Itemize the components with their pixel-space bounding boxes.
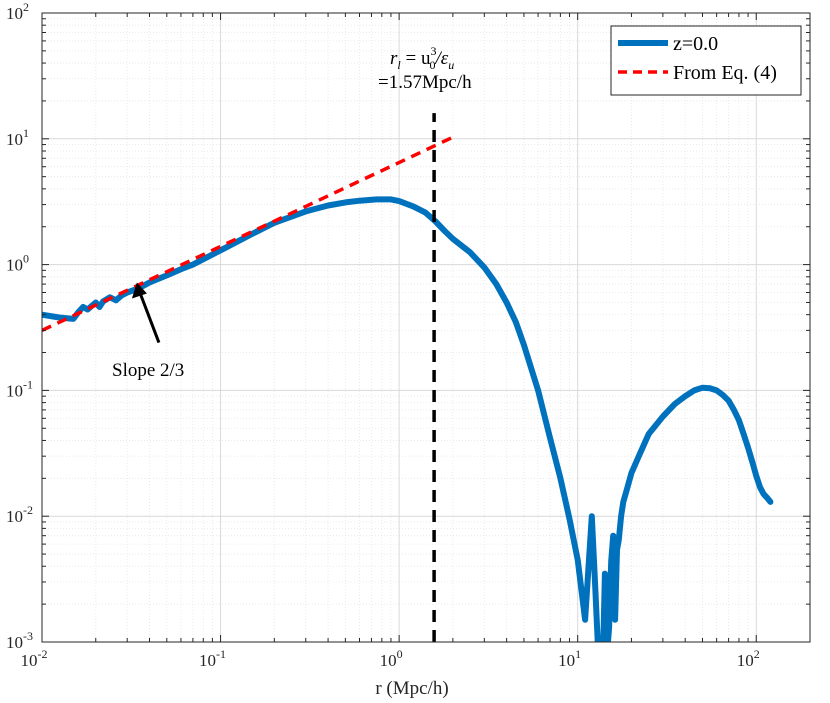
series-z0-line	[42, 196, 774, 642]
vline-label-eq: = u	[401, 48, 431, 69]
slope-arrow-head	[131, 282, 147, 299]
vline-label-u-sub: 0	[429, 58, 435, 72]
annotation-layer	[131, 113, 436, 642]
tick-marks	[41, 12, 811, 643]
vline-label-r: r	[390, 48, 398, 69]
plot-area	[41, 12, 811, 643]
slope-annotation: Slope 2/3	[112, 360, 184, 381]
legend-label-z0: z=0.0	[673, 33, 718, 55]
slope-label: Slope 2/3	[112, 360, 184, 381]
vline-label-eps: /ε	[434, 48, 448, 69]
x-tick-label: 102	[737, 647, 760, 670]
series-eq4-line	[42, 135, 454, 332]
x-tick-label: 100	[380, 647, 403, 670]
x-axis-label: r (Mpc/h)	[375, 678, 448, 699]
y-tick-label: 10-2	[6, 503, 33, 526]
y-tick-label: 10-1	[6, 377, 33, 400]
series-layer	[42, 135, 774, 642]
x-tick-label: 10-2	[21, 647, 48, 670]
vline-label-r-sub: l	[397, 58, 401, 72]
plot-frame	[41, 12, 811, 643]
x-tick-label: 10-1	[199, 647, 226, 670]
svg-text:rl = u30/εu: rl = u3 0/εu	[390, 44, 454, 72]
x-tick-labels: 10-2 10-1 100 101 102	[21, 647, 760, 670]
legend: z=0.0 From Eq. (4)	[610, 25, 802, 96]
vline-label-u-sup: 3	[430, 44, 436, 58]
y-tick-label: 10-3	[6, 629, 33, 652]
slope-arrow-shaft	[138, 292, 161, 344]
vline-label-value: =1.57Mpc/h	[378, 72, 472, 93]
y-tick-label: 101	[6, 126, 29, 149]
vline-label-eps-sub: u	[448, 58, 454, 72]
plot-background	[42, 13, 810, 642]
legend-box	[610, 25, 802, 96]
y-tick-label: 100	[6, 252, 29, 275]
vline-label: rl = u3 0/εu =1.57Mpc/h	[378, 44, 472, 93]
x-tick-label: 101	[558, 647, 581, 670]
legend-label-eq4: From Eq. (4)	[673, 62, 777, 84]
y-tick-label: 102	[6, 0, 29, 23]
y-tick-labels: 10-3 10-2 10-1 100 101 102	[6, 0, 33, 652]
